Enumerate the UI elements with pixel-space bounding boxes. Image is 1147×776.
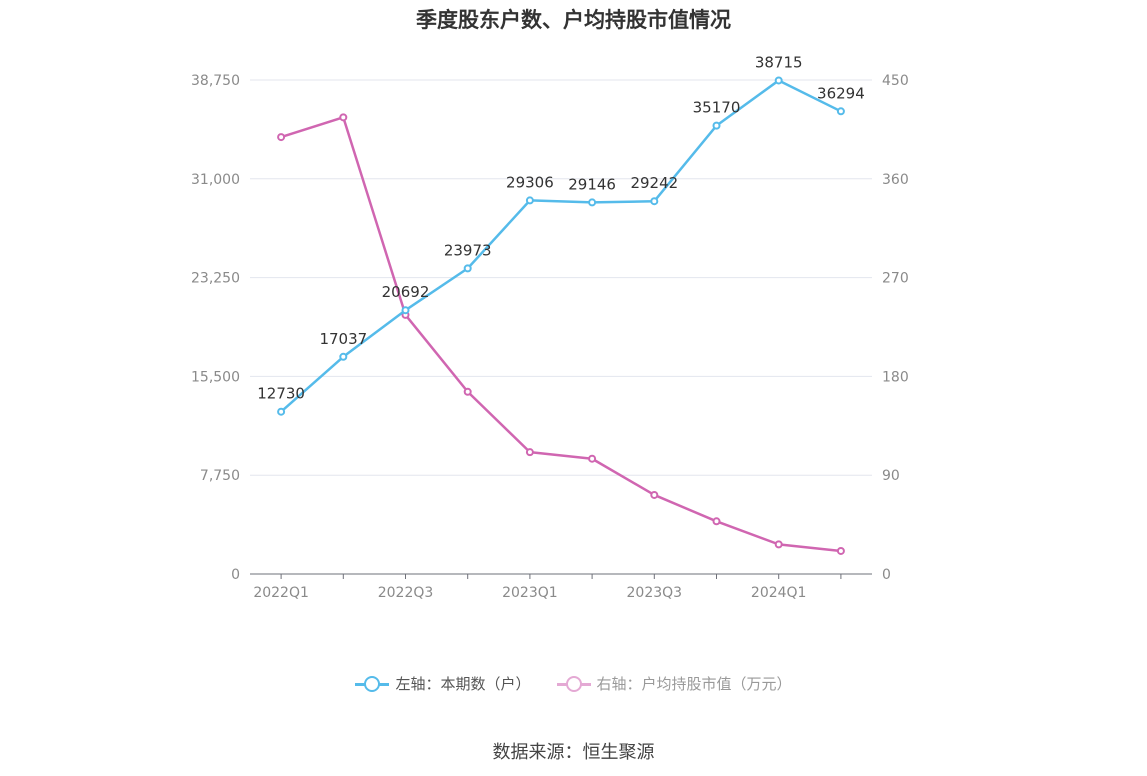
legend-line-marker-icon bbox=[556, 674, 591, 694]
data-label: 35170 bbox=[693, 99, 741, 117]
y-right-tick-label: 90 bbox=[882, 468, 900, 484]
data-label: 29306 bbox=[506, 173, 554, 191]
data-point-avg-holding bbox=[339, 113, 348, 122]
data-point-shareholders bbox=[463, 264, 472, 273]
y-left-tick-label: 15,500 bbox=[191, 369, 240, 385]
data-point-shareholders bbox=[339, 352, 348, 361]
data-point-avg-holding bbox=[712, 517, 721, 526]
legend-item-shareholders[interactable]: 左轴：本期数（户） bbox=[355, 673, 531, 694]
data-label: 12730 bbox=[257, 385, 305, 403]
data-point-avg-holding bbox=[650, 490, 659, 499]
data-label: 38715 bbox=[755, 53, 803, 71]
y-left-tick-label: 31,000 bbox=[191, 172, 240, 188]
data-point-avg-holding bbox=[774, 540, 783, 549]
data-point-avg-holding bbox=[836, 546, 845, 555]
data-point-shareholders bbox=[650, 197, 659, 206]
data-point-shareholders bbox=[774, 76, 783, 85]
data-label: 20692 bbox=[382, 283, 430, 301]
chart-title: 季度股东户数、户均持股市值情况 bbox=[416, 8, 731, 32]
data-point-shareholders bbox=[277, 407, 286, 416]
legend-line-marker-icon bbox=[355, 674, 390, 694]
x-tick-label: 2022Q3 bbox=[378, 585, 434, 601]
series-line-shareholders bbox=[280, 79, 842, 413]
data-label: 23973 bbox=[444, 241, 492, 259]
legend-label: 左轴：本期数（户） bbox=[395, 675, 531, 693]
legend-item-avg-holding[interactable]: 右轴：户均持股市值（万元） bbox=[556, 673, 792, 694]
legend-label: 右轴：户均持股市值（万元） bbox=[596, 675, 792, 693]
y-left-tick-label: 0 bbox=[231, 567, 240, 583]
y-right-tick-label: 0 bbox=[882, 567, 891, 583]
data-point-shareholders bbox=[401, 306, 410, 315]
y-right-tick-label: 270 bbox=[882, 271, 909, 287]
legend: 左轴：本期数（户） 右轴：户均持股市值（万元） bbox=[0, 673, 1147, 694]
data-label: 36294 bbox=[817, 84, 865, 102]
x-tick-label: 2023Q1 bbox=[502, 585, 558, 601]
data-point-avg-holding bbox=[588, 454, 597, 463]
data-point-shareholders bbox=[525, 196, 534, 205]
y-left-tick-label: 7,750 bbox=[200, 468, 240, 484]
data-point-avg-holding bbox=[277, 133, 286, 142]
x-tick-label: 2023Q3 bbox=[627, 585, 683, 601]
y-right-tick-label: 180 bbox=[882, 369, 909, 385]
data-point-shareholders bbox=[588, 198, 597, 207]
data-point-avg-holding bbox=[463, 387, 472, 396]
y-left-tick-label: 38,750 bbox=[191, 73, 240, 89]
series-line-avg-holding bbox=[280, 116, 842, 553]
data-point-shareholders bbox=[712, 121, 721, 130]
data-label: 29146 bbox=[568, 175, 616, 193]
y-left-tick-label: 23,250 bbox=[191, 271, 240, 287]
data-point-shareholders bbox=[836, 107, 845, 116]
data-source: 数据来源：恒生聚源 bbox=[492, 742, 655, 763]
y-right-tick-label: 360 bbox=[882, 172, 909, 188]
data-point-avg-holding bbox=[525, 448, 534, 457]
x-tick-label: 2024Q1 bbox=[751, 585, 807, 601]
y-right-tick-label: 450 bbox=[882, 73, 909, 89]
x-tick-label: 2022Q1 bbox=[253, 585, 309, 601]
data-label: 29242 bbox=[630, 174, 678, 192]
data-label: 17037 bbox=[319, 330, 367, 348]
